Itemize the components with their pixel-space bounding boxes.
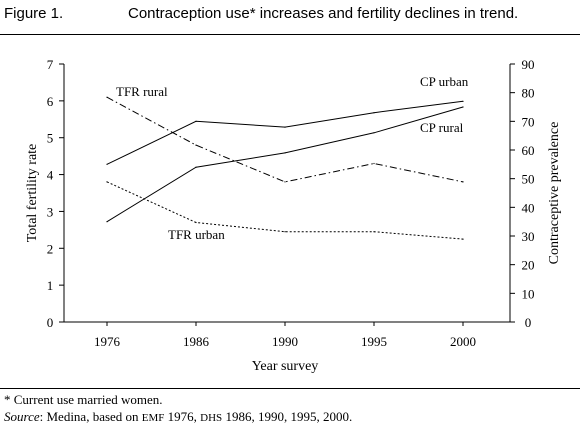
- series-label-tfr-urban: TFR urban: [168, 227, 225, 242]
- footnote-note-text: * Current use married women.: [4, 392, 163, 407]
- data-point-tfr-urban: [195, 221, 197, 224]
- y-left-tick-label: 2: [47, 241, 54, 256]
- data-point-cp-urban: [373, 112, 375, 114]
- data-point-tfr-rural: [462, 181, 464, 183]
- data-point-tfr-rural: [106, 96, 108, 98]
- y-left-tick-label: 0: [47, 315, 54, 330]
- x-tick-label: 1986: [183, 334, 210, 349]
- y-right-tick-label: 20: [522, 258, 535, 273]
- data-point-cp-rural: [462, 106, 464, 108]
- source-text-post: 1986, 1990, 1995, 2000.: [222, 409, 353, 424]
- figure-label: Figure 1.: [4, 5, 64, 22]
- y-axis-right-label: Contraceptive prevalence: [547, 122, 562, 265]
- series-line-tfr-rural: [106, 96, 464, 183]
- data-point-tfr-rural: [284, 181, 286, 183]
- data-point-tfr-rural: [373, 162, 375, 165]
- top-rule: [0, 34, 580, 35]
- x-tick-label: 1976: [94, 334, 121, 349]
- y-axis-left-label: Total fertility rate: [25, 144, 40, 243]
- data-point-tfr-urban: [462, 238, 464, 240]
- y-right-tick-label: 30: [522, 229, 535, 244]
- y-left-tick-label: 1: [47, 278, 54, 293]
- source-text-pre: : Medina, based on: [39, 409, 142, 424]
- series-label-cp-rural: CP rural: [420, 120, 464, 135]
- y-right-tick-label: 60: [522, 143, 535, 158]
- data-point-tfr-urban: [106, 181, 108, 183]
- x-tick-label: 2000: [450, 334, 476, 349]
- data-point-cp-rural: [284, 152, 286, 154]
- y-right-tick-label: 0: [525, 315, 532, 330]
- y-right-tick-label: 80: [522, 86, 535, 101]
- y-right-tick-label: 50: [522, 172, 535, 187]
- figure-title: Contraception use* increases and fertili…: [128, 5, 519, 22]
- series-line-tfr-urban: [106, 181, 464, 240]
- y-right-tick-label: 70: [522, 114, 535, 129]
- source-text-mid: 1976,: [164, 409, 201, 424]
- x-tick-label: 1995: [361, 334, 387, 349]
- figure-header: Figure 1. Contraception use* increases a…: [0, 0, 580, 30]
- data-point-cp-urban: [106, 163, 108, 165]
- x-axis-label: Year survey: [252, 359, 319, 374]
- y-right-tick-label: 40: [522, 200, 535, 215]
- y-left-tick-label: 7: [47, 57, 54, 72]
- data-point-cp-rural: [373, 132, 375, 134]
- y-left-tick-label: 6: [47, 94, 54, 109]
- source-dhs: DHS: [200, 412, 223, 424]
- footnote-note: * Current use married women.: [4, 392, 162, 408]
- data-point-cp-urban: [462, 100, 464, 102]
- y-right-tick-label: 90: [522, 57, 535, 72]
- y-left-tick-label: 3: [47, 204, 54, 219]
- data-point-tfr-rural: [195, 144, 197, 146]
- series-line-cp-rural: [106, 106, 464, 223]
- data-point-tfr-urban: [373, 231, 375, 233]
- source-emf: EMF: [141, 412, 165, 424]
- bottom-rule: [0, 388, 580, 389]
- y-right-tick-label: 10: [522, 286, 535, 301]
- series-label-tfr-rural: TFR rural: [116, 84, 168, 99]
- data-point-cp-rural: [195, 166, 197, 168]
- source-label: Source: [4, 409, 40, 424]
- x-tick-label: 1990: [272, 334, 298, 349]
- y-left-tick-label: 5: [47, 131, 54, 146]
- data-point-cp-urban: [195, 120, 197, 122]
- data-point-tfr-urban: [284, 231, 286, 233]
- data-point-cp-urban: [284, 126, 286, 128]
- footnote-source: Source: Medina, based on EMF 1976, DHS 1…: [4, 409, 352, 425]
- series-line-cp-urban: [106, 100, 464, 165]
- data-point-cp-rural: [106, 221, 108, 223]
- series-label-cp-urban: CP urban: [420, 74, 469, 89]
- y-left-tick-label: 4: [47, 168, 54, 183]
